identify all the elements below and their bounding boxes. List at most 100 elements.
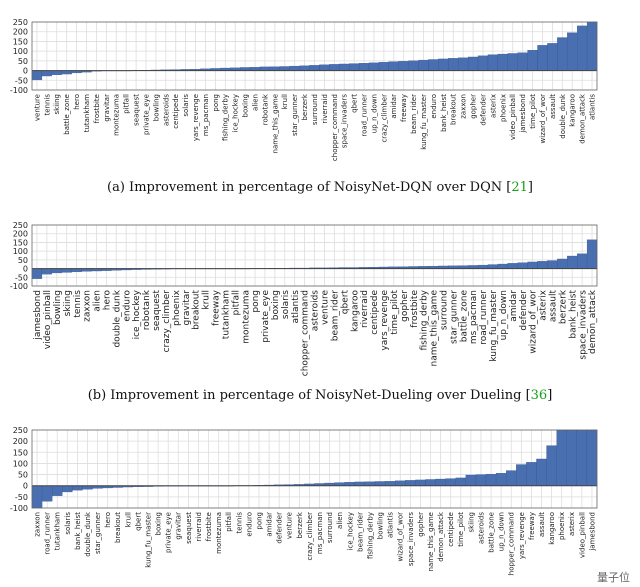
y-tick-label: 150 [13, 238, 28, 247]
bar-defender [477, 55, 489, 71]
bar-name_this_game [269, 66, 280, 71]
x-tick-label: qbert [134, 512, 142, 531]
y-tick-label: 50 [18, 256, 28, 265]
x-tick-label: riverraid [360, 290, 370, 328]
bar-enduro [428, 59, 439, 71]
bar-fishing_derby [364, 481, 376, 486]
bars [31, 429, 598, 509]
x-tick-label: frostbite [205, 512, 213, 541]
x-tick-label: skiing [63, 290, 73, 316]
x-tick-label: venture [33, 94, 41, 121]
x-tick-label: boxing [242, 94, 250, 117]
bar-bank_heist [72, 485, 83, 491]
bar-atlantis [586, 21, 598, 71]
x-tick-label: yars_revenge [380, 290, 390, 351]
x-tick-label: kangaroo [350, 290, 360, 333]
bar-zaxxon [31, 485, 43, 509]
bar-skiing [465, 474, 477, 486]
x-tick-label: assault [549, 290, 559, 323]
x-tick-label: enduro [245, 512, 253, 537]
x-tick-label: atlantis [291, 290, 301, 324]
x-tick-label: pitfall [123, 94, 131, 114]
x-tick-label: chopper_command [301, 290, 311, 376]
bar-chopper_command [506, 470, 517, 486]
x-tick-label: zaxxon [460, 94, 468, 119]
bar-beam_rider [408, 60, 419, 71]
bar-road_runner [41, 485, 53, 502]
bar-krull [279, 66, 290, 71]
caption-a: (a) Improvement in percentage of NoisyNe… [0, 180, 640, 195]
x-tick-label: ms_pacman [469, 290, 479, 344]
bar-assault [536, 458, 547, 486]
y-tick-label: 250 [13, 221, 28, 230]
y-tick-label: 0 [23, 482, 28, 491]
x-tick-label: yars_revenge [518, 512, 526, 559]
x-tick-label: venture [286, 512, 294, 539]
x-tick-label: bank_heist [440, 94, 448, 132]
x-tick-label: hero [73, 94, 81, 110]
x-tick-label: solaris [281, 290, 291, 319]
x-tick-label: private_eye [261, 290, 271, 343]
x-tick-label: solaris [182, 94, 190, 117]
x-tick-label: skiing [53, 94, 61, 114]
x-tick-label: breakout [114, 512, 122, 543]
caption-b-ref-link[interactable]: 36 [530, 388, 548, 403]
x-tick-label: jamesbond [588, 512, 596, 552]
x-tick-label: defender [519, 290, 529, 331]
bar-asteroids [475, 474, 487, 486]
bar-asterix [487, 54, 499, 71]
x-tick-label: kangaroo [548, 512, 556, 545]
x-tick-label: tennis [73, 290, 83, 318]
x-tick-label: bank_heist [74, 512, 82, 550]
x-tick-label: qbert [351, 94, 359, 113]
bar-atlantis [384, 481, 396, 486]
bar-amidar [507, 263, 518, 269]
x-tick-label: seaquest [133, 94, 141, 126]
caption-b-text: (b) Improvement in percentage of NoisyNe… [87, 388, 531, 403]
x-tick-label: double_dunk [84, 511, 92, 557]
x-tick-label: solaris [64, 512, 72, 535]
x-tick-label: freeway [212, 289, 222, 326]
x-tick-label: breakout [192, 290, 202, 330]
bar-berzerk [557, 258, 568, 269]
x-tick-label: alien [251, 94, 259, 111]
y-tick-label: 250 [13, 426, 28, 435]
x-tick-label: tennis [235, 512, 243, 534]
bar-amidar [388, 61, 399, 71]
bar-jamesbond [586, 429, 598, 486]
x-tick-label: fishing_derby [420, 289, 430, 350]
bar-jamesbond [31, 268, 43, 279]
x-tick-label: time_pilot [390, 290, 400, 335]
bar-star_gunner [289, 65, 300, 71]
x-tick-label: gravitar [103, 94, 111, 122]
x-tick-label: private_eye [142, 94, 150, 135]
y-tick-label: 100 [13, 459, 28, 468]
x-tick-label: frostbite [410, 290, 420, 328]
x-tick-label: alien [93, 290, 103, 312]
y-tick-label: -50 [15, 273, 28, 282]
caption-a-ref-link[interactable]: 21 [511, 180, 528, 195]
y-tick-label: 50 [18, 57, 28, 66]
y-tick-label: 0 [23, 67, 28, 76]
bar-asterix [537, 261, 548, 269]
y-tick-label: 100 [13, 47, 28, 56]
bar-riverraid [319, 64, 330, 71]
x-tick-label: surround [440, 290, 450, 330]
bar-surround [309, 65, 320, 71]
caption-b: (b) Improvement in percentage of NoisyNe… [0, 388, 640, 403]
watermark-logo: 量子位 [597, 571, 630, 584]
y-tick-label: 150 [13, 448, 28, 457]
x-tick-label: ice_hockey [346, 512, 354, 550]
x-tick-label: ms_pacman [316, 512, 324, 554]
x-tick-label: montezuma [113, 94, 121, 136]
x-tick-label: road_runner [479, 290, 489, 345]
bar-wizard_of_wor [395, 480, 406, 486]
bar-bank_heist [438, 58, 449, 71]
x-tick-label: krull [124, 512, 132, 527]
y-tick-label: 50 [18, 471, 28, 480]
x-tick-label: road_runner [361, 94, 369, 137]
x-tick-label: asteroids [162, 94, 170, 126]
bar-breakout [448, 58, 459, 71]
